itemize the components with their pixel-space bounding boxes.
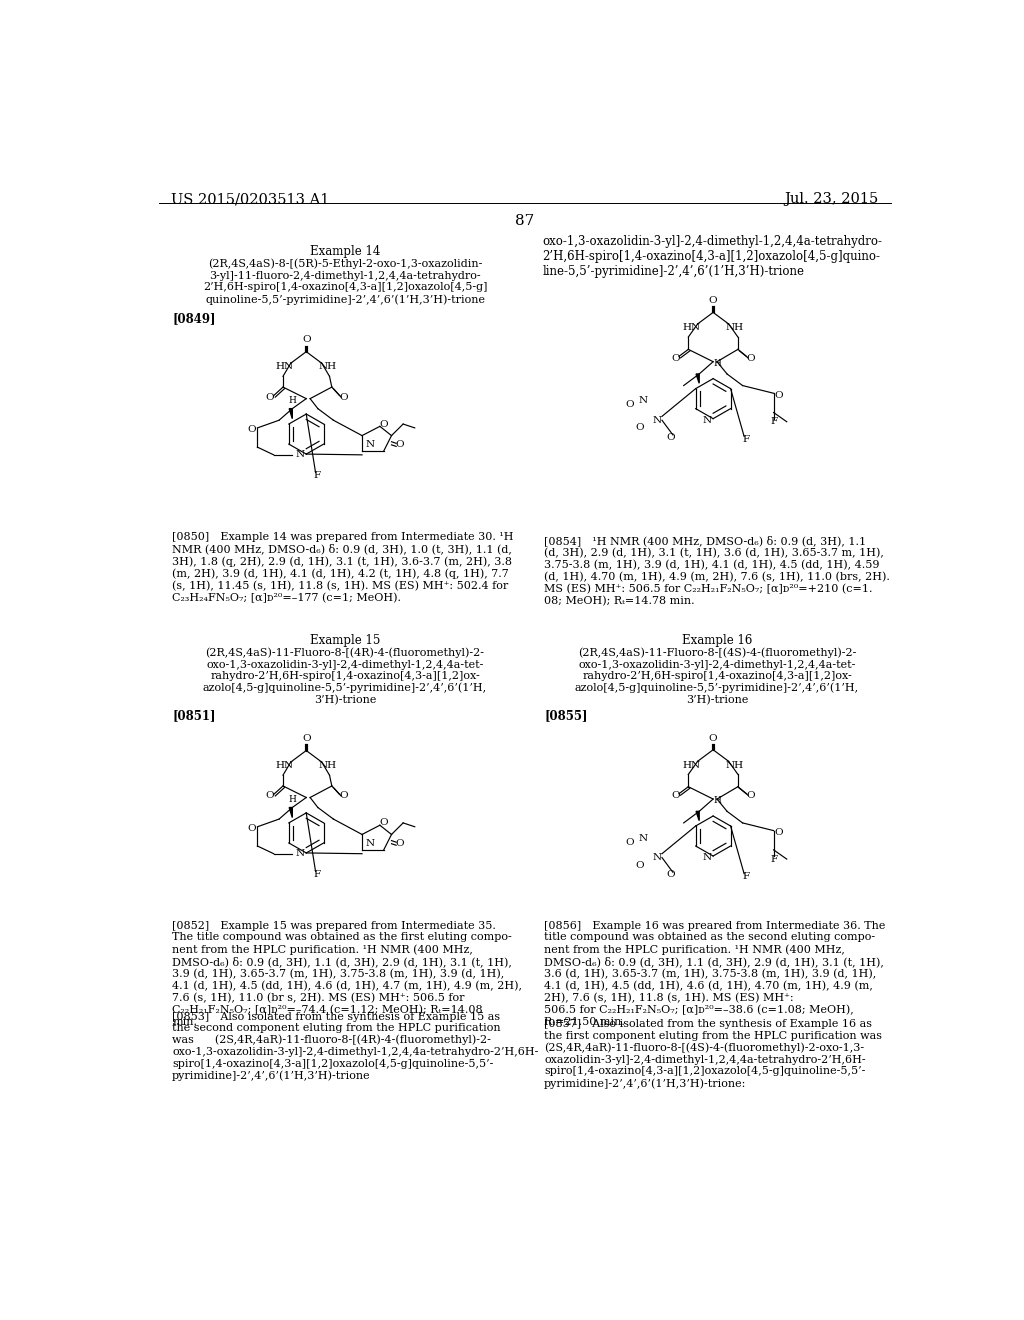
Text: N: N — [652, 853, 662, 862]
Text: O: O — [746, 354, 755, 363]
Text: Jul. 23, 2015: Jul. 23, 2015 — [784, 193, 879, 206]
Text: H: H — [289, 396, 296, 405]
Polygon shape — [289, 808, 292, 817]
Text: NH: NH — [318, 760, 337, 770]
Text: O: O — [635, 424, 644, 433]
Text: O: O — [302, 734, 310, 743]
Text: Example 14: Example 14 — [310, 244, 380, 257]
Text: HN: HN — [682, 760, 700, 770]
Text: O: O — [709, 734, 718, 743]
Text: F: F — [742, 436, 750, 444]
Text: [0855]: [0855] — [544, 709, 588, 722]
Text: [0857] Also isolated from the synthesis of Example 16 as
the first component elu: [0857] Also isolated from the synthesis … — [544, 1019, 882, 1089]
Text: O: O — [672, 354, 680, 363]
Text: F: F — [313, 471, 321, 480]
Text: [0852] Example 15 was prepared from Intermediate 35.
The title compound was obta: [0852] Example 15 was prepared from Inte… — [172, 921, 522, 1027]
Text: O: O — [746, 792, 755, 800]
Text: H: H — [289, 795, 296, 804]
Text: F: F — [313, 870, 321, 879]
Text: O: O — [667, 433, 675, 442]
Text: F: F — [770, 417, 777, 426]
Text: N: N — [652, 416, 662, 425]
Text: N: N — [702, 416, 712, 425]
Text: O: O — [775, 829, 783, 837]
Text: O: O — [672, 792, 680, 800]
Text: O: O — [395, 840, 403, 849]
Text: NH: NH — [726, 323, 743, 333]
Text: O: O — [302, 335, 310, 343]
Text: O: O — [775, 391, 783, 400]
Text: US 2015/0203513 A1: US 2015/0203513 A1 — [171, 193, 329, 206]
Text: (2R,4S,4aS)-11-Fluoro-8-[(4S)-4-(fluoromethyl)-2-
oxo-1,3-oxazolidin-3-yl]-2,4-d: (2R,4S,4aS)-11-Fluoro-8-[(4S)-4-(fluorom… — [574, 647, 859, 705]
Text: NH: NH — [318, 362, 337, 371]
Text: N: N — [639, 396, 648, 405]
Polygon shape — [696, 812, 699, 821]
Text: H: H — [714, 796, 722, 805]
Text: HN: HN — [275, 760, 294, 770]
Text: [0850] Example 14 was prepared from Intermediate 30. ¹H
NMR (400 MHz, DMSO-d₆) δ: [0850] Example 14 was prepared from Inte… — [172, 532, 514, 603]
Text: N: N — [639, 834, 648, 842]
Text: F: F — [770, 854, 777, 863]
Text: O: O — [339, 792, 348, 800]
Text: N: N — [702, 853, 712, 862]
Polygon shape — [289, 409, 292, 418]
Text: O: O — [380, 420, 388, 429]
Text: (2R,4S,4aS)-11-Fluoro-8-[(4R)-4-(fluoromethyl)-2-
oxo-1,3-oxazolidin-3-yl]-2,4-d: (2R,4S,4aS)-11-Fluoro-8-[(4R)-4-(fluorom… — [203, 647, 487, 705]
Text: O: O — [265, 792, 274, 800]
Text: (2R,4S,4aS)-8-[(5R)-5-Ethyl-2-oxo-1,3-oxazolidin-
3-yl]-11-fluoro-2,4-dimethyl-1: (2R,4S,4aS)-8-[(5R)-5-Ethyl-2-oxo-1,3-ox… — [203, 259, 487, 305]
Text: Example 15: Example 15 — [310, 635, 380, 647]
Text: O: O — [248, 425, 256, 434]
Text: 87: 87 — [515, 214, 535, 228]
Text: O: O — [667, 870, 675, 879]
Text: Example 16: Example 16 — [682, 635, 753, 647]
Text: NH: NH — [726, 760, 743, 770]
Text: O: O — [635, 861, 644, 870]
Text: N: N — [366, 840, 375, 849]
Polygon shape — [696, 374, 699, 383]
Text: N: N — [366, 441, 375, 449]
Text: [0854] ¹H NMR (400 MHz, DMSO-d₆) δ: 0.9 (d, 3H), 1.1
(d, 3H), 2.9 (d, 1H), 3.1 (: [0854] ¹H NMR (400 MHz, DMSO-d₆) δ: 0.9 … — [544, 536, 890, 606]
Text: O: O — [395, 441, 403, 449]
Text: O: O — [248, 824, 256, 833]
Text: HN: HN — [682, 323, 700, 333]
Text: O: O — [265, 392, 274, 401]
Text: [0856] Example 16 was preared from Intermediate 36. The
title compound was obtai: [0856] Example 16 was preared from Inter… — [544, 921, 886, 1027]
Text: [0851]: [0851] — [172, 709, 216, 722]
Text: O: O — [709, 297, 718, 305]
Text: HN: HN — [275, 362, 294, 371]
Text: [0849]: [0849] — [172, 313, 216, 326]
Text: H: H — [714, 359, 722, 368]
Text: O: O — [625, 400, 634, 409]
Text: oxo-1,3-oxazolidin-3-yl]-2,4-dimethyl-1,2,4,4a-tetrahydro-
2’H,6H-spiro[1,4-oxaz: oxo-1,3-oxazolidin-3-yl]-2,4-dimethyl-1,… — [543, 235, 883, 279]
Text: O: O — [380, 818, 388, 828]
Text: N: N — [296, 450, 304, 459]
Text: F: F — [742, 873, 750, 882]
Text: N: N — [296, 849, 304, 858]
Text: [0853] Also isolated from the synthesis of Example 15 as
the second component el: [0853] Also isolated from the synthesis … — [172, 1011, 539, 1081]
Text: O: O — [339, 392, 348, 401]
Text: O: O — [625, 838, 634, 846]
